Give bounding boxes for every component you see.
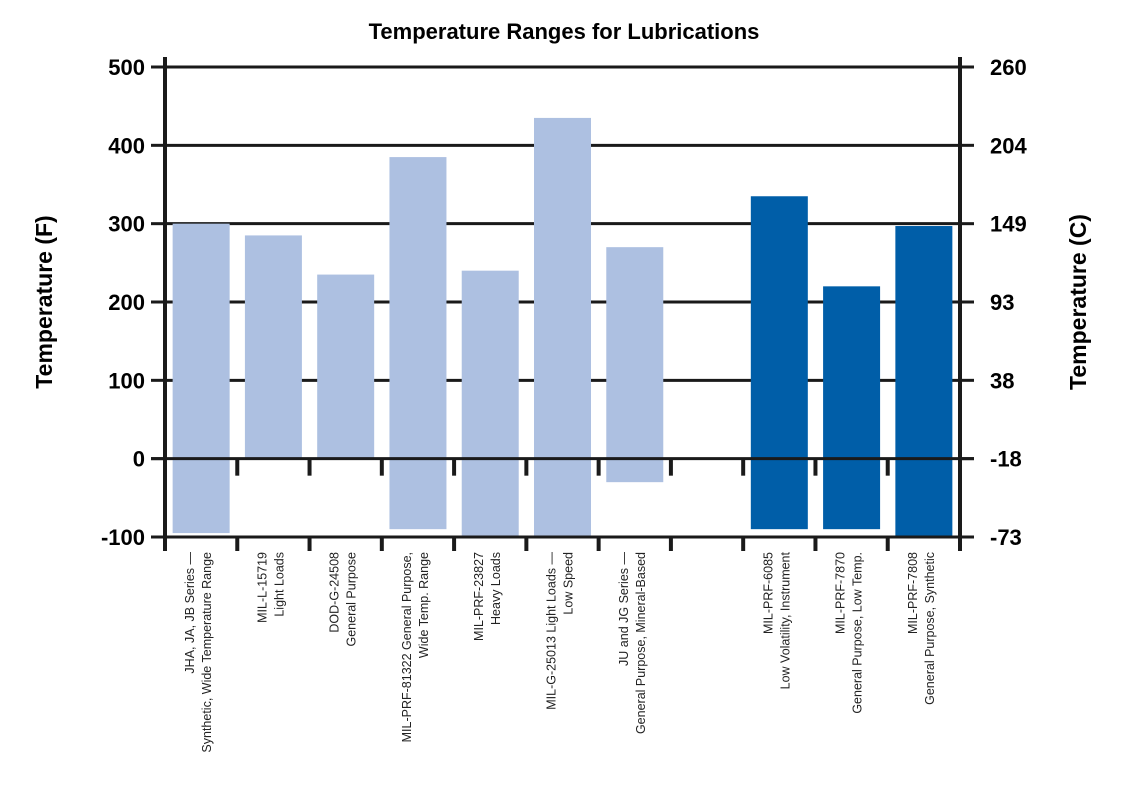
category-label: General Purpose, Synthetic [923,552,937,705]
category-label: General Purpose, Mineral-Based [634,552,648,734]
range-bar [750,196,808,530]
category-label: MIL-PRF-23827 [472,552,486,641]
y-tick-label: 400 [108,133,145,158]
category-label: Light Loads [272,552,286,617]
range-bar [389,157,447,530]
range-bar [823,286,881,530]
range-bar [244,235,302,459]
category-label: MIL-PRF-7808 [906,552,920,634]
category-label: MIL-G-25013 Light Loads — [545,552,559,710]
category-label: Low Volatility, Instrument [778,551,792,689]
category-label: MIL-PRF-81322 General Purpose, [400,552,414,742]
category-label: JU and JG Series — [617,552,631,666]
y2-tick-label: 204 [990,133,1027,158]
y-tick-label: 300 [108,212,145,237]
y-tick-label: 200 [108,290,145,315]
y2-tick-label: 260 [990,55,1027,80]
chart-title: Temperature Ranges for Lubrications [369,19,760,44]
range-bar [534,117,591,538]
y2-tick-label: -73 [990,525,1022,550]
category-label: MIL-L-15719 [255,552,269,623]
y-tick-label: 0 [133,447,145,472]
y-axis-label: Temperature (F) [31,215,57,388]
y2-tick-label: 149 [990,212,1027,237]
range-bar [895,226,953,537]
y2-tick-label: 93 [990,290,1014,315]
category-label: DOD-G-24508 [328,552,342,633]
y2-tick-label: -18 [990,447,1022,472]
y2-tick-label: 38 [990,368,1014,393]
category-label: JHA, JA, JB Series — [183,552,197,674]
range-bar [317,274,375,459]
category-label: Heavy Loads [489,552,503,625]
y-tick-label: 500 [108,55,145,80]
y-tick-label: -100 [101,525,145,550]
category-label: Wide Temp. Range [417,552,431,658]
category-label: MIL-PRF-6085 [761,552,775,634]
range-bar [172,223,230,534]
y-tick-label: 100 [108,368,145,393]
category-label: General Purpose, Low Temp. [851,552,865,714]
category-label: Low Speed [562,552,576,615]
range-bar [606,247,664,483]
range-bar [461,270,519,537]
category-label: Synthetic, Wide Temperature Range [200,552,214,753]
category-label: General Purpose [345,552,359,647]
category-label: MIL-PRF-7870 [834,552,848,634]
y2-axis-label: Temperature (C) [1065,214,1091,390]
